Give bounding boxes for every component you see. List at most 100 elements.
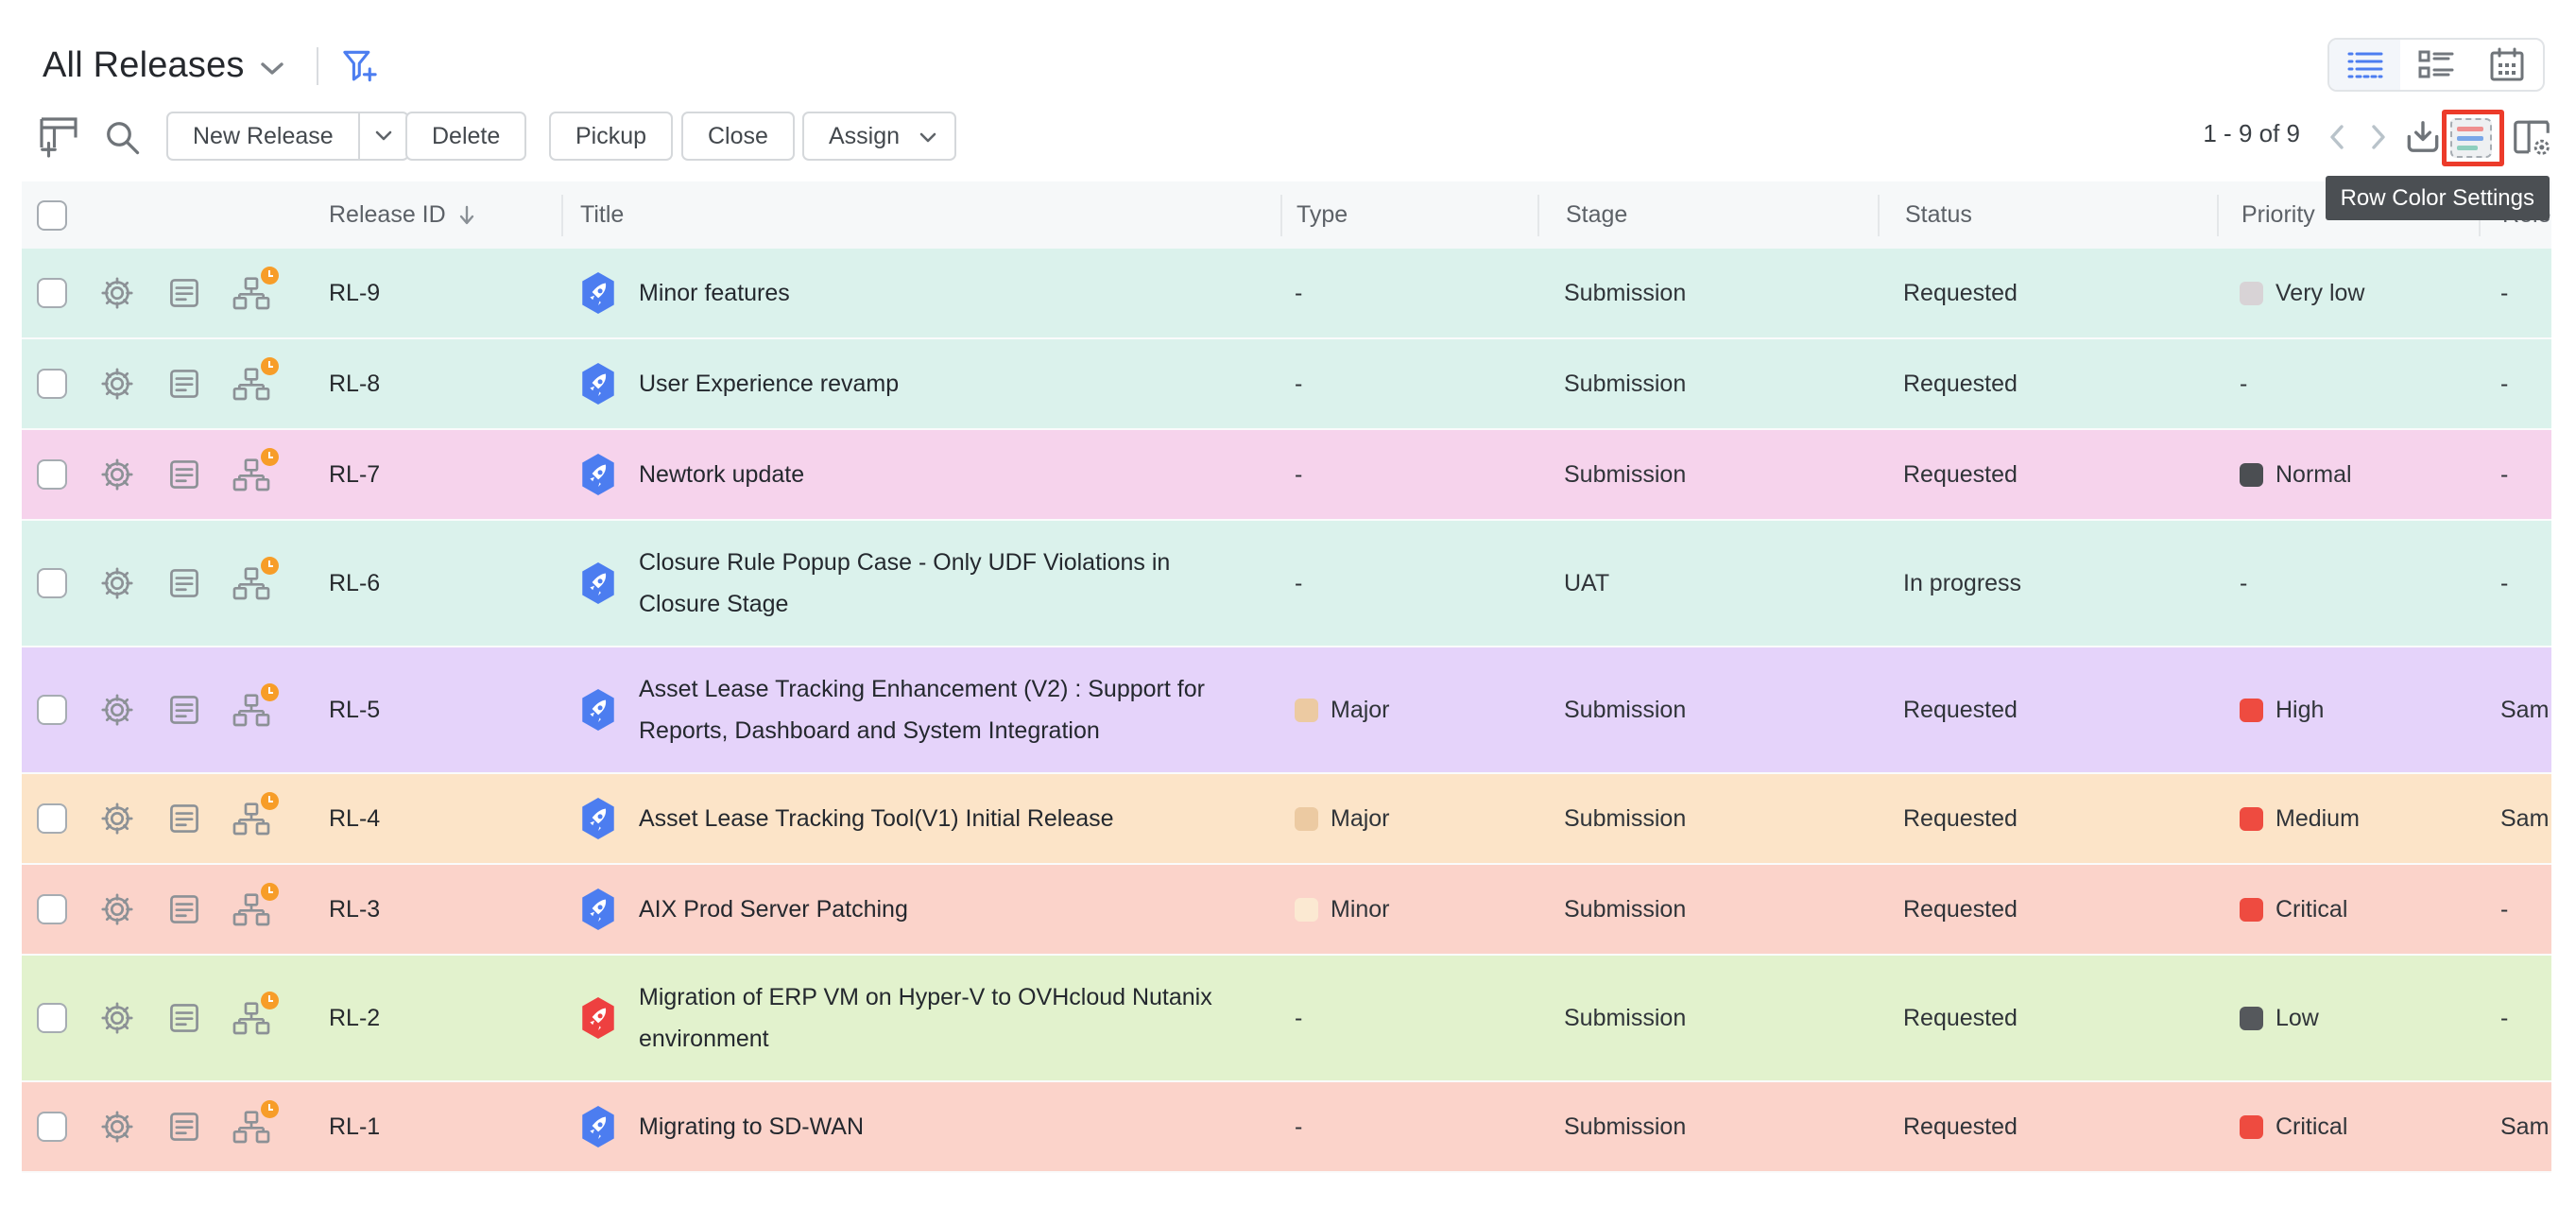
column-header-release-id[interactable]: Release ID <box>291 195 561 236</box>
settings-gear-icon[interactable] <box>99 275 135 311</box>
row-checkbox[interactable] <box>37 1112 67 1142</box>
row-checkbox[interactable] <box>37 695 67 725</box>
release-rocket-icon <box>578 561 618 605</box>
table-row[interactable]: RL-8 User Experience revamp - Submission… <box>22 339 2551 430</box>
settings-gear-icon[interactable] <box>99 565 135 601</box>
pending-clock-badge <box>261 557 279 575</box>
notes-icon[interactable] <box>166 891 202 927</box>
add-view-icon[interactable] <box>36 113 81 159</box>
settings-gear-icon[interactable] <box>99 801 135 837</box>
settings-gear-icon[interactable] <box>99 1109 135 1145</box>
release-title[interactable]: Newtork update <box>639 461 805 488</box>
stage-value: Submission <box>1564 1004 1687 1031</box>
pagination-count: 1 - 9 of 9 <box>2203 119 2300 147</box>
notes-icon[interactable] <box>166 692 202 728</box>
release-title[interactable]: Migration of ERP VM on Hyper-V to OVHclo… <box>639 984 1212 1052</box>
priority-swatch <box>2240 897 2263 922</box>
calendar-view-icon[interactable] <box>2472 40 2543 90</box>
workflow-icon[interactable] <box>232 792 279 837</box>
notes-icon[interactable] <box>166 801 202 837</box>
release-id[interactable]: RL-2 <box>329 1004 381 1031</box>
table-row[interactable]: RL-6 Closure Rule Popup Case - Only UDF … <box>22 521 2551 647</box>
table-row[interactable]: RL-3 AIX Prod Server Patching Minor Subm… <box>22 865 2551 956</box>
view-mode-toggle <box>2327 38 2545 92</box>
column-header-priority[interactable]: Priority <box>2217 194 2479 236</box>
workflow-icon[interactable] <box>232 357 279 402</box>
release-id[interactable]: RL-6 <box>329 569 381 596</box>
settings-gear-icon[interactable] <box>99 891 135 927</box>
list-view-icon[interactable] <box>2329 40 2401 90</box>
column-settings-icon[interactable] <box>2510 115 2553 159</box>
row-color-settings-icon[interactable] <box>2450 118 2492 158</box>
new-release-menu-caret[interactable] <box>357 113 407 159</box>
workflow-icon[interactable] <box>232 267 279 311</box>
workflow-icon[interactable] <box>232 448 279 492</box>
assign-button[interactable]: Assign <box>802 112 957 161</box>
release-title[interactable]: AIX Prod Server Patching <box>639 896 908 923</box>
settings-gear-icon[interactable] <box>99 1000 135 1036</box>
release-id[interactable]: RL-1 <box>329 1113 381 1140</box>
workflow-icon[interactable] <box>232 992 279 1036</box>
type-swatch <box>1295 698 1318 722</box>
notes-icon[interactable] <box>166 366 202 402</box>
row-checkbox[interactable] <box>37 459 67 490</box>
delete-button[interactable]: Delete <box>405 112 527 161</box>
row-checkbox[interactable] <box>37 1003 67 1033</box>
row-checkbox[interactable] <box>37 894 67 924</box>
search-icon[interactable] <box>102 117 142 157</box>
pickup-button[interactable]: Pickup <box>549 112 674 161</box>
notes-icon[interactable] <box>166 1000 202 1036</box>
table-row[interactable]: RL-4 Asset Lease Tracking Tool(V1) Initi… <box>22 774 2551 865</box>
page-title[interactable]: All Releases <box>43 45 245 85</box>
select-all-checkbox[interactable] <box>37 199 67 231</box>
column-header-stage[interactable]: Stage <box>1537 194 1878 236</box>
download-icon[interactable] <box>2403 117 2443 159</box>
table-row[interactable]: RL-9 Minor features - Submission Request… <box>22 249 2551 339</box>
release-id[interactable]: RL-8 <box>329 370 381 397</box>
release-title[interactable]: User Experience revamp <box>639 371 900 397</box>
release-id[interactable]: RL-9 <box>329 279 381 306</box>
close-button[interactable]: Close <box>681 112 795 161</box>
table-row[interactable]: RL-2 Migration of ERP VM on Hyper-V to O… <box>22 956 2551 1082</box>
settings-gear-icon[interactable] <box>99 692 135 728</box>
release-title[interactable]: Closure Rule Popup Case - Only UDF Viola… <box>639 549 1171 617</box>
settings-gear-icon[interactable] <box>99 457 135 492</box>
notes-icon[interactable] <box>166 457 202 492</box>
column-header-title[interactable]: Title <box>561 194 1280 236</box>
priority-value: Low <box>2275 1004 2319 1031</box>
card-view-icon[interactable] <box>2400 40 2471 90</box>
release-title[interactable]: Asset Lease Tracking Tool(V1) Initial Re… <box>639 805 1114 832</box>
workflow-icon[interactable] <box>232 557 279 601</box>
release-title[interactable]: Asset Lease Tracking Enhancement (V2) : … <box>639 676 1205 744</box>
chevron-down-icon[interactable] <box>258 60 286 78</box>
table-row[interactable]: RL-7 Newtork update - Submission Request… <box>22 430 2551 521</box>
release-id[interactable]: RL-3 <box>329 895 381 923</box>
new-release-button[interactable]: New Release <box>166 112 409 161</box>
column-header-type[interactable]: Type <box>1280 194 1537 236</box>
notes-icon[interactable] <box>166 1109 202 1145</box>
row-checkbox[interactable] <box>37 568 67 598</box>
column-header-status[interactable]: Status <box>1878 194 2217 236</box>
release-id[interactable]: RL-5 <box>329 696 381 723</box>
add-filter-icon[interactable] <box>339 46 381 86</box>
row-checkbox[interactable] <box>37 803 67 834</box>
workflow-icon[interactable] <box>232 883 279 927</box>
row-checkbox[interactable] <box>37 369 67 399</box>
release-id[interactable]: RL-7 <box>329 460 381 488</box>
highlight-red-box <box>2442 110 2504 166</box>
workflow-icon[interactable] <box>232 683 279 728</box>
notes-icon[interactable] <box>166 565 202 601</box>
settings-gear-icon[interactable] <box>99 366 135 402</box>
stage-value: Submission <box>1564 370 1687 397</box>
release-title[interactable]: Minor features <box>639 280 790 306</box>
stage-value: Submission <box>1564 1113 1687 1140</box>
table-row[interactable]: RL-1 Migrating to SD-WAN - Submission Re… <box>22 1082 2551 1173</box>
page-previous-icon[interactable] <box>2325 121 2349 153</box>
release-title[interactable]: Migrating to SD-WAN <box>639 1113 865 1140</box>
page-next-icon[interactable] <box>2366 121 2391 153</box>
workflow-icon[interactable] <box>232 1100 279 1145</box>
table-row[interactable]: RL-5 Asset Lease Tracking Enhancement (V… <box>22 647 2551 774</box>
release-id[interactable]: RL-4 <box>329 804 381 832</box>
row-checkbox[interactable] <box>37 278 67 308</box>
notes-icon[interactable] <box>166 275 202 311</box>
